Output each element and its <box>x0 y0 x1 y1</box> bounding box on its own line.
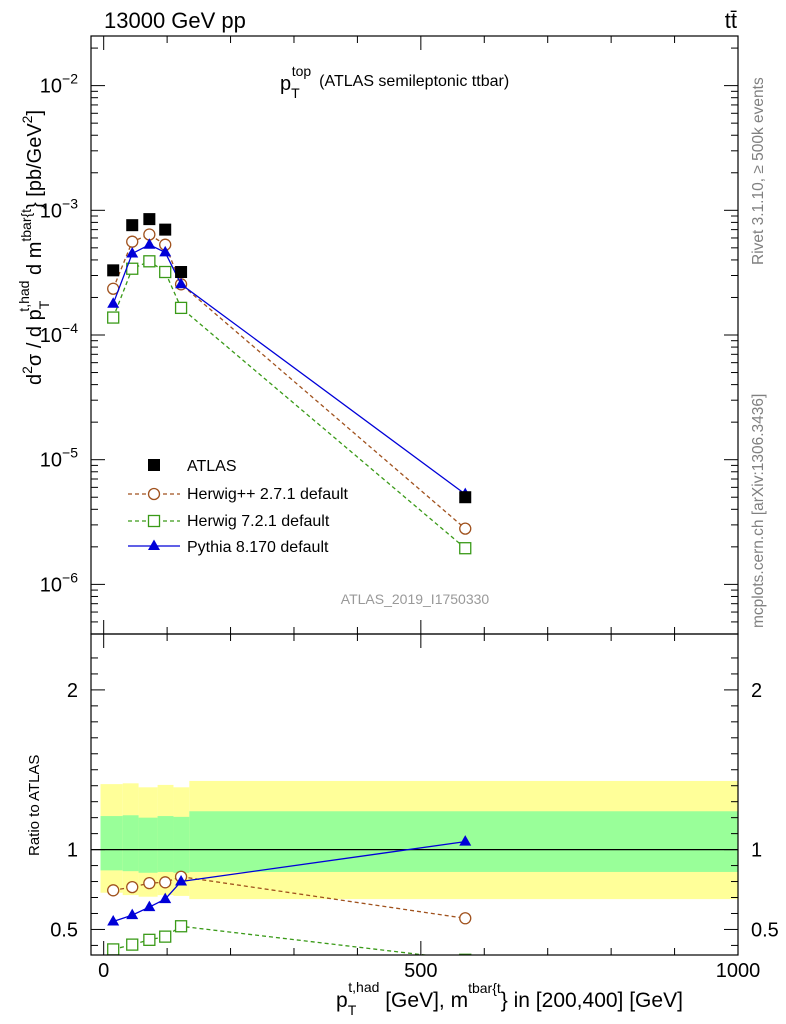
ratio-y-tick-label-right: 0.5 <box>751 919 779 941</box>
legend-herwig7-label: Herwig 7.2.1 default <box>187 513 330 530</box>
uncertainty-bands <box>100 780 738 900</box>
ratio-point-herwig-2-7-1-default <box>143 876 156 890</box>
ratio-frame <box>90 633 739 956</box>
x-axis-label: pTt,had [GeV], mtbar{t} in [200,400] [Ge… <box>336 979 683 1018</box>
main-point-pythia-8-170-default <box>175 277 188 289</box>
main-y-ticks <box>91 47 738 635</box>
main-point-atlas <box>159 223 172 236</box>
legend-herwigpp-marker <box>147 487 161 501</box>
main-point-herwig-2-7-1-default <box>126 235 139 248</box>
main-line-herwig-2-7-1-default <box>112 233 466 530</box>
legend-entry-herwigpp: Herwig++ 2.7.1 default <box>128 486 349 503</box>
ratio-y-tick-label-right: 2 <box>751 680 762 702</box>
ratio-point-pythia-8-170-default <box>107 914 120 926</box>
main-y-tick-label: 10−4 <box>40 320 78 347</box>
ratio-y-axis-label: Ratio to ATLAS <box>26 755 43 856</box>
svg-text:10−3: 10−3 <box>40 195 78 222</box>
ratio-point-pythia-8-170-default <box>143 900 156 912</box>
main-point-herwig-7-2-1-default <box>159 265 172 279</box>
x-tick-label: 1000 <box>716 960 761 982</box>
main-panel: 10−2 10−3 10−4 10−5 10−6 d2σ / d pTt,had… <box>16 35 739 635</box>
green-band <box>138 817 158 873</box>
ratio-point-herwig-2-7-1-default <box>107 884 120 897</box>
main-point-herwig-7-2-1-default <box>174 301 188 315</box>
main-point-atlas <box>126 219 139 232</box>
svg-text:10−5: 10−5 <box>40 445 78 472</box>
main-line-pythia-8-170-default <box>112 243 466 495</box>
main-y-tick-label: 10−6 <box>40 569 78 596</box>
ratio-point-pythia-8-170-default <box>459 835 472 846</box>
ratio-point-herwig-7-2-1-default <box>159 930 172 943</box>
ratio-y-tick-label-right: 1 <box>751 840 762 862</box>
x-tick-label: 0 <box>98 960 109 982</box>
ratio-point-herwig-2-7-1-default <box>159 876 172 889</box>
main-x-ticks <box>103 36 739 634</box>
ratio-point-pythia-8-170-default <box>159 892 172 904</box>
legend-entry-pythia: Pythia 8.170 default <box>128 539 329 556</box>
ratio-point-herwig-7-2-1-default <box>107 943 120 955</box>
main-y-tick-label: 10−3 <box>40 195 78 222</box>
main-y-axis-label: d2σ / d pTt,had d mtbar{t} [pb/GeV2] <box>16 110 52 385</box>
main-point-pythia-8-170-default <box>159 245 172 257</box>
main-line-herwig-7-2-1-default <box>112 260 466 549</box>
main-y-tick-label: 10−5 <box>40 445 78 472</box>
ratio-y-tick-label: 2 <box>67 680 78 702</box>
main-point-atlas <box>107 264 120 277</box>
main-point-atlas <box>459 491 472 504</box>
green-band <box>173 816 190 873</box>
main-point-pythia-8-170-default <box>107 297 120 308</box>
ratio-y-tick-label: 0.5 <box>50 919 78 941</box>
process-label: tt̄ <box>725 8 737 33</box>
main-point-herwig-7-2-1-default <box>107 311 120 324</box>
svg-text:10−6: 10−6 <box>40 569 78 596</box>
rivet-label: Rivet 3.1.10, ≥ 500k events <box>750 77 767 265</box>
mcplots-label: mcplots.cern.ch [arXiv:1306.3436] <box>750 394 767 628</box>
legend: ATLAS Herwig++ 2.7.1 default Herwig 7.2.… <box>128 458 349 556</box>
ratio-point-herwig-2-7-1-default <box>459 912 472 925</box>
main-point-pythia-8-170-default <box>143 238 156 249</box>
legend-entry-atlas: ATLAS <box>148 458 237 475</box>
legend-pythia-marker <box>148 539 160 550</box>
main-point-herwig-7-2-1-default <box>459 542 472 555</box>
chart-title: pTtop(ATLAS semileptonic ttbar) <box>280 63 509 101</box>
legend-herwigpp-label: Herwig++ 2.7.1 default <box>187 486 349 503</box>
legend-herwig7-marker <box>147 514 161 528</box>
legend-pythia-label: Pythia 8.170 default <box>187 539 329 556</box>
legend-atlas-marker <box>148 459 160 471</box>
green-band <box>100 816 123 871</box>
ratio-y-tick-label: 1 <box>67 840 78 862</box>
x-tick-label: 500 <box>404 960 437 982</box>
main-point-atlas <box>143 213 156 226</box>
ratio-point-herwig-7-2-1-default <box>459 953 472 955</box>
main-point-herwig-7-2-1-default <box>143 255 156 268</box>
svg-text:10−4: 10−4 <box>40 320 78 347</box>
analysis-watermark: ATLAS_2019_I1750330 <box>341 591 490 607</box>
green-band <box>122 815 139 872</box>
ratio-point-pythia-8-170-default <box>175 875 188 886</box>
main-point-pythia-8-170-default <box>126 247 139 258</box>
energy-label: 13000 GeV pp <box>104 8 246 33</box>
ratio-panel: 0.5 1 2 0.5 1 2 0 500 1000 Ratio to ATLA… <box>26 633 779 1018</box>
svg-text:10−2: 10−2 <box>40 71 78 98</box>
green-band <box>157 816 174 872</box>
ratio-y-ticks <box>91 657 738 946</box>
ratio-point-herwig-7-2-1-default <box>143 933 156 946</box>
ratio-point-herwig-2-7-1-default <box>126 880 139 894</box>
ratio-point-herwig-7-2-1-default <box>126 938 139 951</box>
ratio-point-herwig-7-2-1-default <box>174 920 188 933</box>
main-series-layer <box>107 213 472 555</box>
ratio-x-ticks <box>103 634 739 955</box>
main-point-herwig-2-7-1-default <box>459 522 472 535</box>
main-y-tick-label: 10−2 <box>40 71 78 98</box>
legend-atlas-label: ATLAS <box>187 458 237 475</box>
ratio-point-pythia-8-170-default <box>126 908 139 920</box>
main-point-atlas <box>175 266 188 279</box>
legend-entry-herwig7: Herwig 7.2.1 default <box>128 513 330 530</box>
